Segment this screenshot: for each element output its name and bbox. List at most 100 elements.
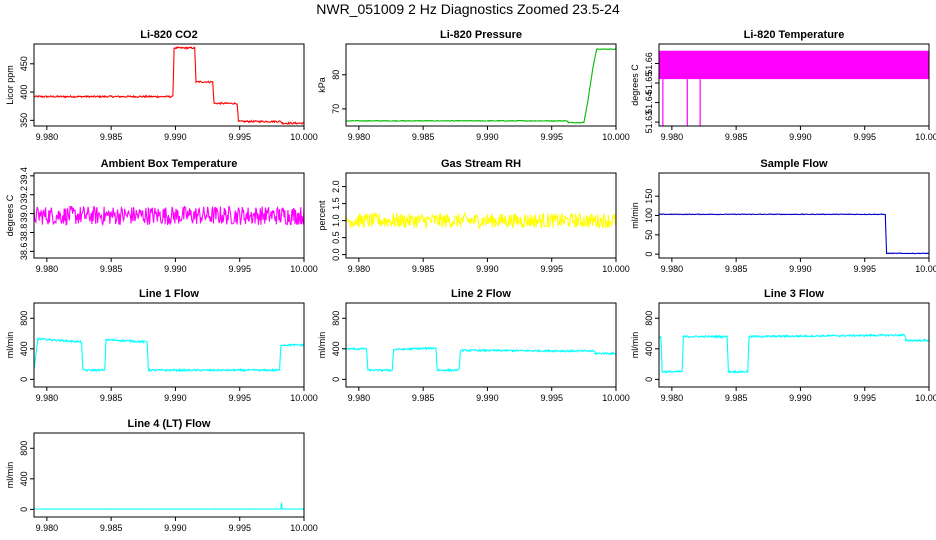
- y-tick-label: 0: [19, 377, 29, 382]
- y-tick-label: 450: [19, 56, 29, 71]
- panel-title: Li-820 Temperature: [744, 29, 845, 41]
- y-tick-label: 1.0: [331, 214, 341, 227]
- panel-title: Li-820 Pressure: [440, 29, 522, 41]
- panel-4: Ambient Box Temperature 9.980 9.985 9.990 9.…: [5, 158, 318, 274]
- y-tick-label: 1.5: [331, 197, 341, 210]
- y-tick-label: 51.64: [644, 91, 654, 114]
- y-tick-label: 800: [644, 311, 654, 326]
- panel-title: Line 3 Flow: [764, 288, 824, 300]
- x-tick-label: 9.980: [348, 264, 371, 274]
- panel-2: Li-820 Pressure 9.980 9.985 9.990 9.995 10.00…: [317, 29, 630, 142]
- y-tick-label: 0: [19, 507, 29, 512]
- series-line-co2: [34, 46, 304, 125]
- y-tick-label: 400: [19, 85, 29, 100]
- panel-9: Line 3 Flow 9.980 9.985 9.990 9.995 10.000 0 40…: [630, 288, 936, 403]
- y-tick-label: 0.0: [331, 248, 341, 261]
- panel-8: Line 2 Flow 9.980 9.985 9.990 9.995 10.000 0 40…: [317, 288, 630, 403]
- y-tick-label: 800: [19, 311, 29, 326]
- x-tick-label: 9.980: [36, 393, 59, 403]
- series-line-pressure: [346, 48, 616, 124]
- panel-10: Line 4 (LT) Flow 9.980 9.985 9.990 9.995 10.0…: [5, 418, 318, 533]
- series-line-line-4: [34, 502, 304, 510]
- y-axis-label: percent: [317, 200, 327, 231]
- x-tick-label: 10.000: [915, 264, 936, 274]
- series-line-sample-flow: [659, 213, 929, 255]
- x-tick-label: 9.985: [725, 393, 748, 403]
- x-tick-label: 9.995: [228, 393, 251, 403]
- x-tick-label: 9.990: [476, 132, 499, 142]
- x-tick-label: 9.995: [853, 393, 876, 403]
- y-tick-label: 400: [19, 341, 29, 356]
- plot-frame: [33, 43, 305, 127]
- y-tick-label: 400: [331, 341, 341, 356]
- x-tick-label: 9.985: [100, 264, 123, 274]
- x-tick-label: 9.985: [100, 523, 123, 533]
- y-axis-label: ml/min: [5, 332, 15, 359]
- plot-frame: [33, 302, 305, 388]
- x-tick-label: 9.995: [853, 264, 876, 274]
- x-tick-label: 10.000: [290, 264, 318, 274]
- series-line-line-2: [346, 346, 616, 373]
- y-tick-label: 70: [331, 104, 341, 114]
- series-line-temperature: [659, 50, 929, 80]
- y-tick-label: 350: [19, 113, 29, 128]
- panel-1: Li-820 CO2 9.980 9.985 9.990 9.995 10.000 350 4…: [5, 29, 318, 142]
- x-tick-label: 9.990: [789, 264, 812, 274]
- panel-3: Li-820 Temperature 9.980 9.985 9.990 9.995 10…: [630, 29, 936, 142]
- y-tick-label: 0: [644, 252, 654, 257]
- panel-title: Li-820 CO2: [140, 29, 197, 41]
- x-tick-label: 9.985: [100, 393, 123, 403]
- x-tick-label: 10.000: [915, 393, 936, 403]
- plot-frame: [658, 302, 930, 388]
- x-tick-label: 9.985: [725, 264, 748, 274]
- x-tick-label: 9.980: [661, 264, 684, 274]
- y-tick-label: 400: [644, 341, 654, 356]
- plot-frame: [33, 172, 305, 259]
- y-tick-label: 39.4: [19, 167, 29, 185]
- plot-frame: [345, 302, 617, 388]
- x-tick-label: 9.980: [661, 132, 684, 142]
- x-tick-label: 9.980: [348, 393, 371, 403]
- x-tick-label: 9.990: [789, 132, 812, 142]
- y-axis-label: degrees C: [5, 194, 15, 236]
- x-tick-label: 9.980: [36, 264, 59, 274]
- x-tick-label: 10.000: [290, 132, 318, 142]
- panel-title: Ambient Box Temperature: [101, 158, 238, 170]
- y-tick-label: 2.0: [331, 180, 341, 193]
- y-tick-label: 0.5: [331, 231, 341, 244]
- x-tick-label: 9.985: [100, 132, 123, 142]
- x-tick-label: 9.990: [164, 523, 187, 533]
- x-tick-label: 9.990: [164, 393, 187, 403]
- x-tick-label: 9.985: [412, 264, 435, 274]
- plot-frame: [658, 172, 930, 259]
- y-tick-label: 39.2: [19, 186, 29, 204]
- panel-title: Gas Stream RH: [441, 158, 521, 170]
- panel-7: Line 1 Flow 9.980 9.985 9.990 9.995 10.000 0 40…: [5, 288, 318, 403]
- x-tick-label: 9.980: [348, 132, 371, 142]
- x-tick-label: 9.990: [789, 393, 812, 403]
- y-tick-label: 51.65: [644, 72, 654, 95]
- y-tick-label: 80: [331, 70, 341, 80]
- y-tick-label: 0: [331, 377, 341, 382]
- x-tick-label: 9.995: [853, 132, 876, 142]
- x-tick-label: 10.000: [602, 132, 630, 142]
- y-tick-label: 400: [19, 471, 29, 486]
- series-line-rh: [346, 211, 616, 229]
- series-line-line-1: [34, 336, 304, 373]
- series-line-ambient: [34, 205, 304, 227]
- y-tick-label: 39.0: [19, 205, 29, 223]
- x-tick-label: 9.980: [36, 523, 59, 533]
- plot-frame: [345, 43, 617, 127]
- x-tick-label: 9.990: [476, 264, 499, 274]
- x-tick-label: 10.000: [290, 523, 318, 533]
- y-tick-label: 51.63: [644, 111, 654, 134]
- x-tick-label: 9.980: [661, 393, 684, 403]
- x-tick-label: 9.980: [36, 132, 59, 142]
- x-tick-label: 9.985: [412, 132, 435, 142]
- x-tick-label: 9.990: [476, 393, 499, 403]
- y-tick-label: 38.6: [19, 243, 29, 261]
- figure-title: NWR_051009 2 Hz Diagnostics Zoomed 23.5-…: [316, 1, 620, 17]
- x-tick-label: 9.995: [228, 523, 251, 533]
- y-axis-label: ml/min: [317, 332, 327, 359]
